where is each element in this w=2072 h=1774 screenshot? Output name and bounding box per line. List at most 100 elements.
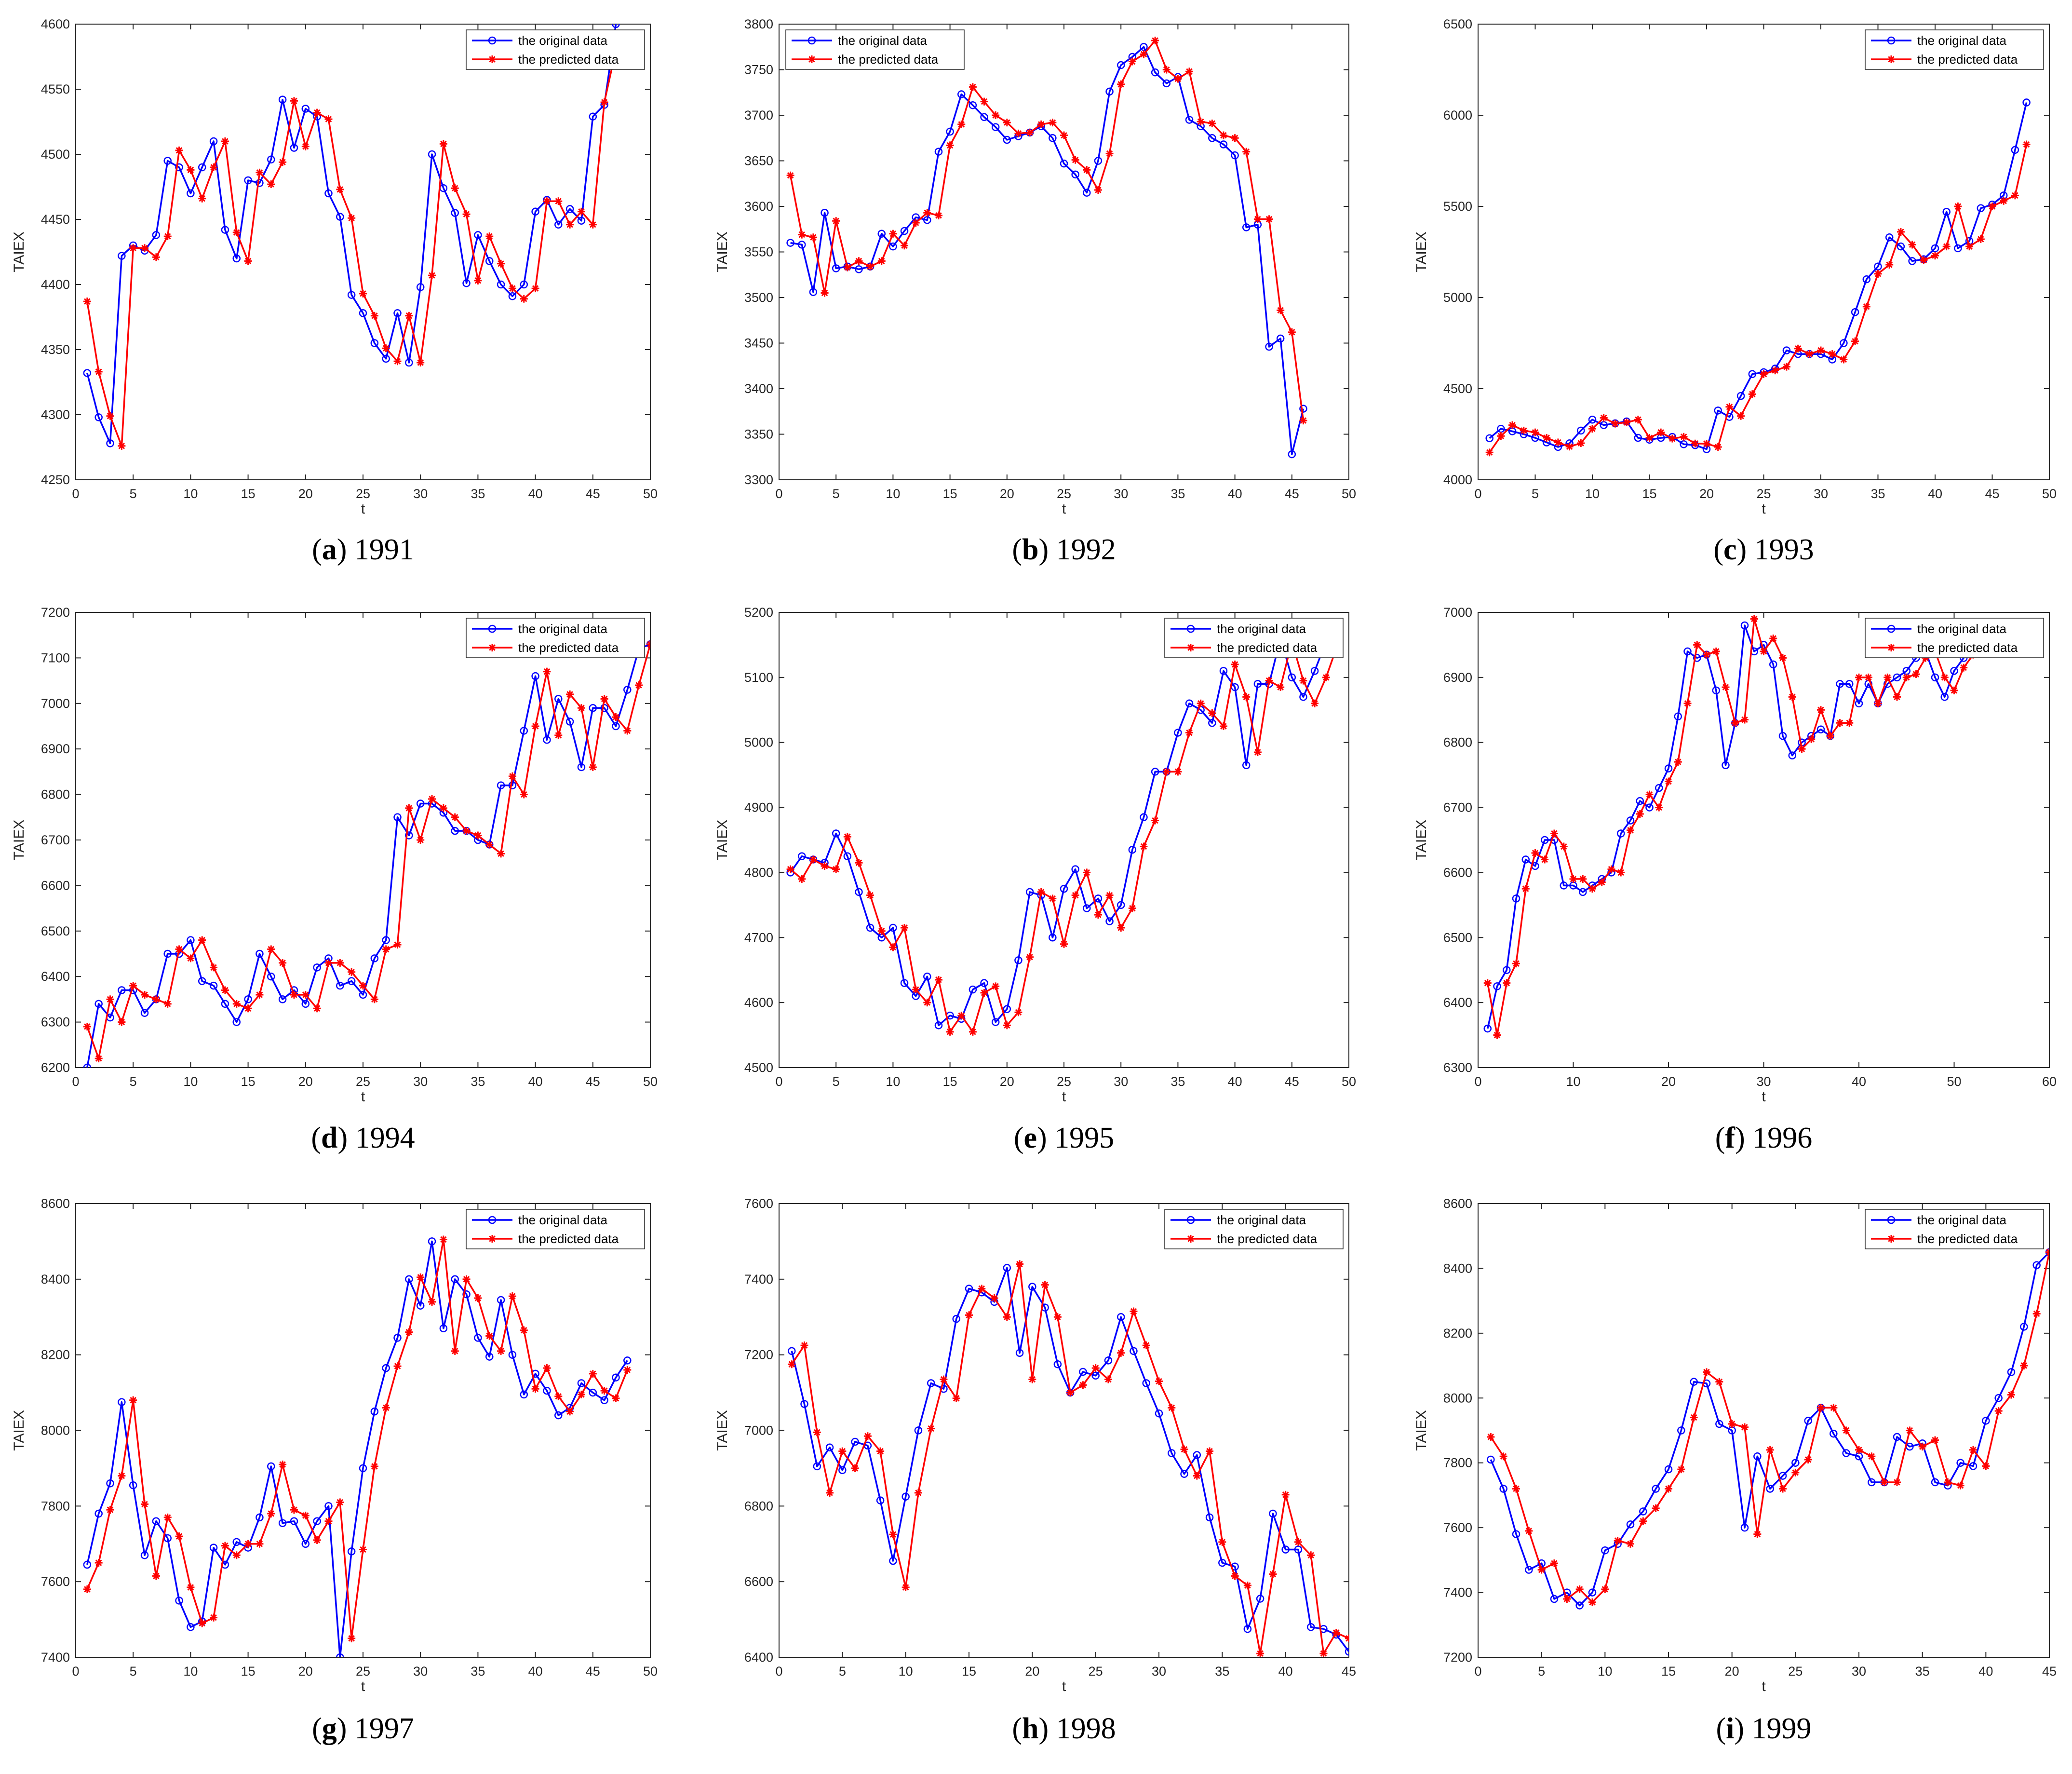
original-data-point: [1151, 768, 1159, 776]
original-data-point: [393, 813, 402, 822]
asterisk-stroke: [1646, 434, 1653, 441]
legend-box: [1865, 1209, 2044, 1249]
original-data-point: [256, 949, 264, 958]
asterisk-stroke: [1244, 1582, 1251, 1589]
x-tick-label: 5: [833, 1074, 840, 1089]
predicted-data-point: [1598, 878, 1606, 886]
predicted-data-point: [1645, 434, 1654, 442]
predicted-data-point: [1155, 1377, 1163, 1385]
original-data-point: [1982, 1417, 1990, 1425]
asterisk-stroke: [1117, 924, 1124, 931]
asterisk-stroke: [981, 989, 988, 996]
predicted-data-point: [566, 220, 574, 229]
predicted-data-point: [1060, 131, 1068, 139]
caption-paren-close: ): [1038, 533, 1056, 566]
predicted-data-point: [451, 1347, 459, 1355]
predicted-data-point: [336, 185, 344, 193]
original-data-point: [1130, 1347, 1138, 1355]
asterisk-stroke: [2008, 1391, 2015, 1398]
asterisk-stroke: [1657, 429, 1664, 436]
original-data-point: [821, 208, 829, 217]
predicted-data-point: [1185, 729, 1194, 737]
asterisk-stroke: [1804, 1456, 1812, 1463]
x-tick-label: 25: [1089, 1664, 1103, 1679]
predicted-data-point: [1483, 979, 1492, 987]
original-data-point: [927, 1379, 935, 1387]
predicted-data-point: [554, 197, 563, 205]
predicted-data-point: [589, 1369, 597, 1378]
y-tick-label: 3550: [744, 245, 773, 259]
predicted-data-point: [175, 945, 183, 953]
original-data-line: [1487, 624, 1974, 1029]
x-tick-label: 20: [298, 1664, 313, 1679]
asterisk-stroke: [394, 941, 401, 948]
predicted-data-point: [914, 1489, 922, 1497]
y-tick-label: 4000: [1443, 473, 1472, 487]
axes-box: [1478, 1203, 2050, 1658]
predicted-data-point: [488, 1235, 496, 1243]
original-data-point: [940, 1384, 948, 1393]
asterisk-stroke: [1083, 166, 1090, 174]
asterisk-stroke: [1220, 723, 1227, 730]
original-data-point: [1025, 888, 1034, 896]
asterisk-stroke: [486, 233, 493, 240]
original-data-point: [2032, 1261, 2041, 1269]
original-data-point: [1014, 956, 1023, 964]
caption-year: 1997: [354, 1712, 414, 1745]
y-axis-label: TAIEX: [11, 1410, 27, 1450]
asterisk-stroke: [969, 1029, 976, 1035]
predicted-data-point: [187, 954, 195, 962]
legend-box: [1865, 618, 2044, 658]
original-data-point: [1836, 680, 1844, 688]
asterisk-stroke: [1563, 1596, 1571, 1602]
original-data-point: [1588, 416, 1597, 424]
original-data-point: [825, 1443, 834, 1452]
original-data-point: [1071, 865, 1079, 873]
original-data-point: [1722, 761, 1730, 770]
original-data-point: [1782, 346, 1791, 354]
original-data-point: [347, 291, 356, 299]
asterisk-stroke: [268, 946, 275, 953]
predicted-data-point: [1982, 1462, 1990, 1470]
asterisk-stroke: [118, 1018, 125, 1026]
predicted-data-point: [1944, 1478, 1952, 1487]
asterisk-stroke: [1978, 236, 1984, 243]
predicted-data-point: [488, 55, 496, 63]
original-data-point: [1128, 845, 1137, 854]
original-data-point: [1060, 884, 1068, 893]
asterisk-stroke: [187, 166, 194, 174]
asterisk-stroke: [486, 1332, 493, 1340]
predicted-data-point: [1531, 428, 1539, 436]
asterisk-stroke: [1856, 674, 1862, 681]
caption-letter: i: [1726, 1712, 1734, 1745]
asterisk-stroke: [1888, 1235, 1895, 1242]
asterisk-stroke: [175, 147, 183, 154]
original-data-point: [1969, 1462, 1978, 1470]
asterisk-stroke: [1589, 1598, 1596, 1606]
asterisk-stroke: [233, 1552, 240, 1559]
caption-paren-open: (: [1713, 533, 1723, 566]
predicted-data-point: [1588, 885, 1596, 893]
asterisk-stroke: [382, 946, 390, 953]
legend: the original data the predicted data: [1865, 1209, 2044, 1249]
predicted-data-point: [1788, 693, 1796, 701]
caption-year: 1992: [1056, 533, 1116, 566]
asterisk-stroke: [520, 1327, 527, 1334]
original-data-point: [980, 113, 988, 122]
caption-paren-open: (: [312, 533, 322, 566]
predicted-data-point: [210, 1613, 218, 1622]
panel-caption: (d) 1994: [311, 1122, 415, 1154]
original-data-point: [118, 252, 126, 260]
x-tick-label: 40: [1852, 1074, 1866, 1089]
original-data-point: [278, 1519, 287, 1527]
asterisk-stroke: [1543, 434, 1550, 441]
predicted-data-point: [543, 197, 551, 205]
x-tick-label: 20: [1000, 1074, 1014, 1089]
asterisk-stroke: [1868, 1453, 1875, 1460]
x-tick-label: 5: [130, 1664, 137, 1679]
asterisk-stroke: [1522, 885, 1529, 892]
caption-year: 1996: [1752, 1122, 1812, 1154]
original-data-point: [175, 163, 183, 172]
asterisk-stroke: [1779, 1485, 1786, 1492]
predicted-data-point: [1014, 129, 1023, 137]
